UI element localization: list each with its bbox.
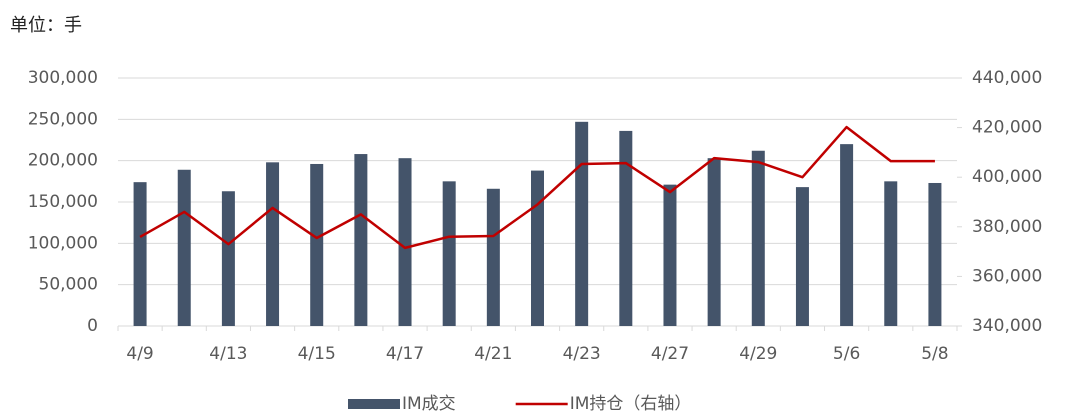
bar [751,150,765,326]
bar [840,144,854,326]
y-tick-label: 300,000 [28,68,98,88]
bar [398,158,412,326]
bar [575,121,589,327]
x-tick-label: 4/27 [651,344,689,364]
y-tick-label: 50,000 [39,275,98,295]
x-tick-label: 5/6 [833,344,860,364]
y2-tick-label: 340,000 [972,316,1042,336]
y2-tick-label: 360,000 [972,266,1042,286]
y-tick-label: 200,000 [28,151,98,171]
x-tick-label: 5/8 [921,344,948,364]
legend-label: IM持仓（右轴） [570,394,692,414]
bar [707,158,721,326]
line [139,125,935,250]
bar [221,191,235,326]
bar [354,154,368,326]
y2-tick-label: 400,000 [972,167,1042,187]
y2-tick-label: 440,000 [972,68,1042,88]
x-tick-label: 4/15 [298,344,336,364]
bar [531,170,544,326]
bar [663,184,677,326]
y-tick-label: 150,000 [28,192,98,212]
y-tick-label: 100,000 [28,233,98,253]
unit-label: 单位：手 [10,15,82,36]
x-tick-label: 4/17 [386,344,424,364]
bar [177,169,191,326]
bar [884,181,898,326]
y2-tick-label: 380,000 [972,217,1042,237]
x-tick-label: 4/21 [474,344,512,364]
x-tick-label: 4/29 [739,344,777,364]
y2-tick-label: 420,000 [972,118,1042,138]
bar [133,182,147,326]
legend-swatch [348,399,400,409]
y-tick-label: 250,000 [28,109,98,129]
x-tick-label: 4/13 [209,344,247,364]
x-tick-label: 4/23 [563,344,601,364]
bar [442,181,456,326]
bar [928,182,942,326]
bar [619,130,633,326]
bar [795,187,809,326]
bar [310,163,324,326]
y-tick-label: 0 [87,316,98,336]
x-tick-label: 4/9 [126,344,153,364]
bar [266,162,280,326]
legend-label: IM成交 [402,394,456,414]
bar [486,188,500,326]
